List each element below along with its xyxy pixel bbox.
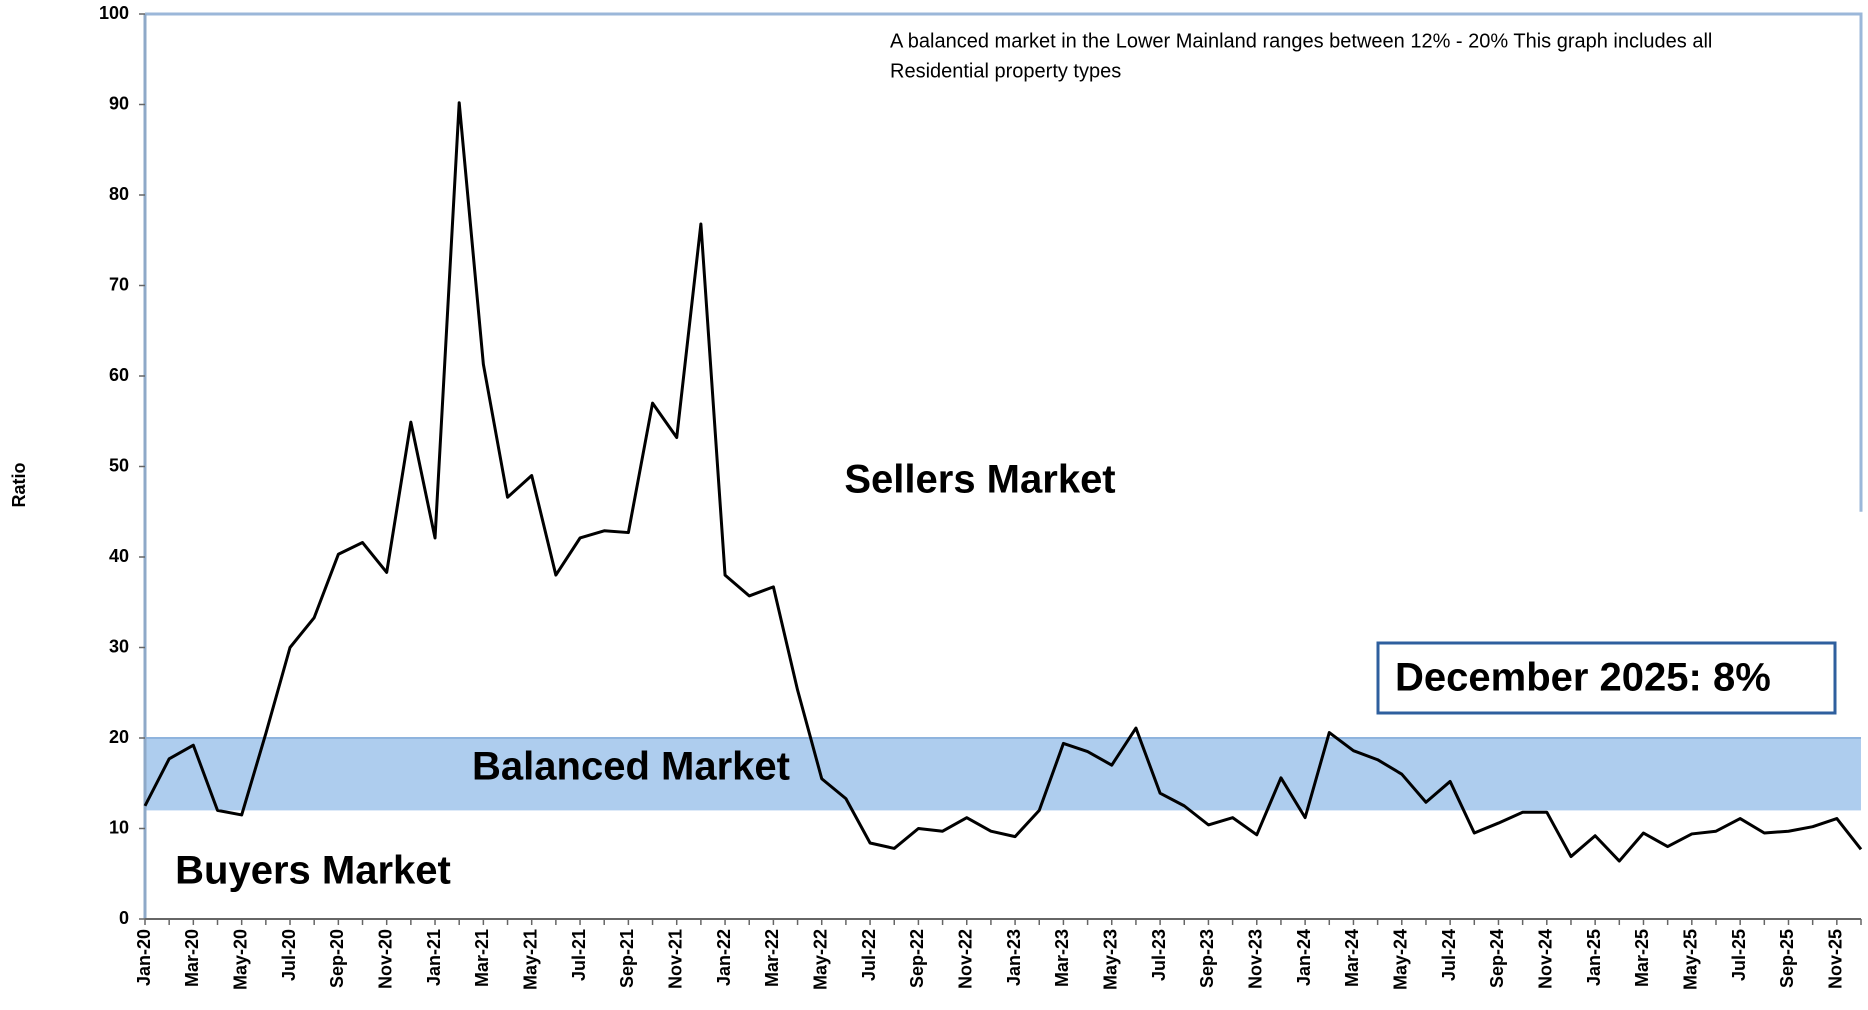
x-tick-label: Sep-23 [1197, 929, 1217, 988]
x-tick-label: Nov-20 [375, 929, 395, 989]
y-tick-label: 80 [109, 184, 129, 204]
line [143, 101, 1863, 863]
zone-label: Balanced Market [472, 745, 790, 789]
x-tick-label: Jan-23 [1004, 929, 1024, 986]
x-tick-label: Jan-24 [1294, 929, 1314, 986]
x-tick-label: Sep-21 [617, 929, 637, 988]
callout: December 2025: 8% [1395, 656, 1771, 700]
x-tick-label: Nov-23 [1246, 929, 1266, 989]
x-tick-label: Mar-22 [762, 929, 782, 987]
x-tick-label: Jul-25 [1729, 929, 1749, 981]
y-tick-label: 30 [109, 636, 129, 656]
x-tick-label: Nov-24 [1536, 929, 1556, 989]
y-tick-label: 50 [109, 455, 129, 475]
x-tick-label: Jul-23 [1149, 929, 1169, 981]
y-axis-label: Ratio [9, 462, 29, 507]
zone-label: Buyers Market [175, 849, 451, 893]
x-tick-label: Sep-20 [327, 929, 347, 988]
x-tick-label: Jan-25 [1584, 929, 1604, 986]
x-tick-label: Nov-21 [665, 929, 685, 989]
y-tick-label: 20 [109, 727, 129, 747]
x-tick-label: Sep-24 [1487, 929, 1507, 988]
frame [145, 12, 1863, 512]
x-tick-label: Mar-20 [182, 929, 202, 987]
x-tick-label: Mar-25 [1632, 929, 1652, 987]
x-tick-label: May-20 [230, 929, 250, 990]
y-tick-label: 0 [119, 908, 129, 928]
x-tick-label: Nov-22 [955, 929, 975, 989]
x-tick-label: Jan-21 [424, 929, 444, 986]
y-tick-label: 40 [109, 546, 129, 566]
x-tick-label: Mar-24 [1342, 929, 1362, 987]
callout-box [1376, 641, 1837, 715]
x-tick-label: Nov-25 [1826, 929, 1846, 989]
zone-label: Sellers Market [844, 458, 1115, 502]
x-tick-label: Mar-23 [1052, 929, 1072, 987]
note: A balanced market in the Lower Mainland … [890, 30, 1712, 52]
x-tick-label: Jan-22 [714, 929, 734, 986]
y-tick-label: 10 [109, 817, 129, 837]
note: Residential property types [890, 60, 1121, 82]
y-tick-label: 90 [109, 93, 129, 113]
x-tick-label: Mar-21 [472, 929, 492, 987]
x-tick-label: May-25 [1681, 929, 1701, 990]
y-tick-label: 100 [99, 3, 129, 23]
y-tick-label: 60 [109, 365, 129, 385]
x-tick-label: May-23 [1101, 929, 1121, 990]
balanced-band [145, 738, 1861, 811]
x-tick-label: Jul-24 [1439, 929, 1459, 981]
y-tick-label: 70 [109, 274, 129, 294]
x-tick-label: May-21 [520, 929, 540, 990]
x-tick-label: Jul-21 [569, 929, 589, 981]
x-tick-label: May-24 [1391, 929, 1411, 990]
x-tick-label: May-22 [810, 929, 830, 990]
x-tick-label: Jul-22 [859, 929, 879, 981]
x-tick-label: Sep-25 [1777, 929, 1797, 988]
x-tick-label: Jan-20 [134, 929, 154, 986]
x-tick-label: Jul-20 [279, 929, 299, 981]
x-tick-label: Sep-22 [907, 929, 927, 988]
